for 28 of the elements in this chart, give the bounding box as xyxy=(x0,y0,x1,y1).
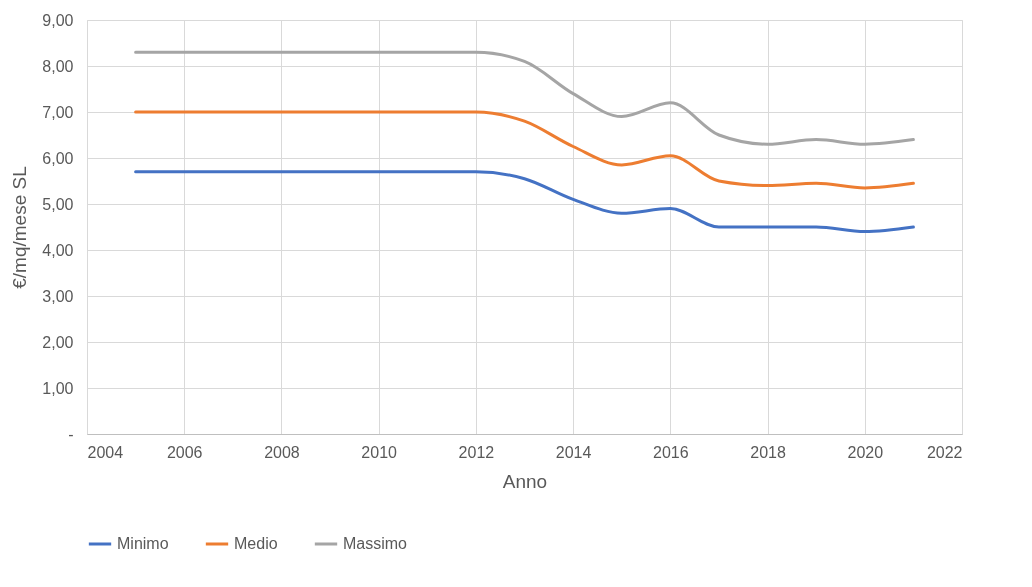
x-tick-label: 2008 xyxy=(264,443,300,461)
line-series xyxy=(134,110,915,190)
y-tick-label: 5,00 xyxy=(42,195,74,213)
y-tick-label: 3,00 xyxy=(42,287,74,305)
legend-label: Massimo xyxy=(343,535,408,552)
legend-label: Minimo xyxy=(117,535,169,552)
y-axis-title: €/mq/mese SL xyxy=(9,166,31,289)
line-series xyxy=(134,50,915,146)
x-tick-label: 2022 xyxy=(926,443,963,461)
x-tick-label: 2014 xyxy=(555,443,592,461)
x-axis-title: Anno xyxy=(502,470,548,492)
x-tick-label: 2020 xyxy=(847,443,884,461)
x-tick-label: 2010 xyxy=(361,443,398,461)
y-tick-label: 4,00 xyxy=(42,241,74,259)
x-tick-label: 2018 xyxy=(750,443,786,461)
x-tick-label: 2016 xyxy=(653,443,689,461)
y-tick-label: 7,00 xyxy=(42,103,74,121)
legend-label: Medio xyxy=(234,535,278,552)
y-tick-label: 9,00 xyxy=(42,11,74,29)
line-series xyxy=(134,170,915,234)
y-tick-label: 1,00 xyxy=(42,379,74,397)
y-tick-label: - xyxy=(68,425,74,443)
y-tick-label: 2,00 xyxy=(42,333,74,351)
y-tick-label: 8,00 xyxy=(42,57,74,75)
x-tick-label: 2006 xyxy=(166,443,203,461)
x-tick-label: 2012 xyxy=(458,443,495,461)
x-tick-label: 2004 xyxy=(87,443,124,461)
y-tick-label: 6,00 xyxy=(42,149,74,167)
